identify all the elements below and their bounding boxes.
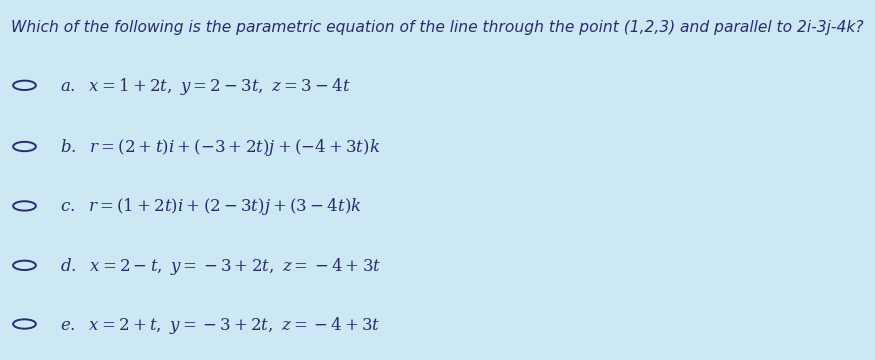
Text: $\mathit{d.}\ \ x = 2 - t,\ y = -3 + 2t,\ z = -4 + 3t$: $\mathit{d.}\ \ x = 2 - t,\ y = -3 + 2t,… <box>60 256 381 277</box>
Text: $\mathit{a.}\ \ x = 1 + 2t,\ y = 2 - 3t,\ z = 3 - 4t$: $\mathit{a.}\ \ x = 1 + 2t,\ y = 2 - 3t,… <box>60 76 350 97</box>
Text: $\mathit{e.}\ \ x = 2 + t,\ y = -3 + 2t,\ z = -4 + 3t$: $\mathit{e.}\ \ x = 2 + t,\ y = -3 + 2t,… <box>60 315 380 336</box>
Text: $\mathit{b.}\ \ r = (2 + t)i + (-3 + 2t)j + (-4 + 3t)k$: $\mathit{b.}\ \ r = (2 + t)i + (-3 + 2t)… <box>60 137 380 158</box>
Text: $\mathit{c.}\ \ r = (1 + 2t)i + (2 - 3t)j + (3 - 4t)k$: $\mathit{c.}\ \ r = (1 + 2t)i + (2 - 3t)… <box>60 197 361 217</box>
Text: Which of the following is the parametric equation of the line through the point : Which of the following is the parametric… <box>11 20 864 35</box>
